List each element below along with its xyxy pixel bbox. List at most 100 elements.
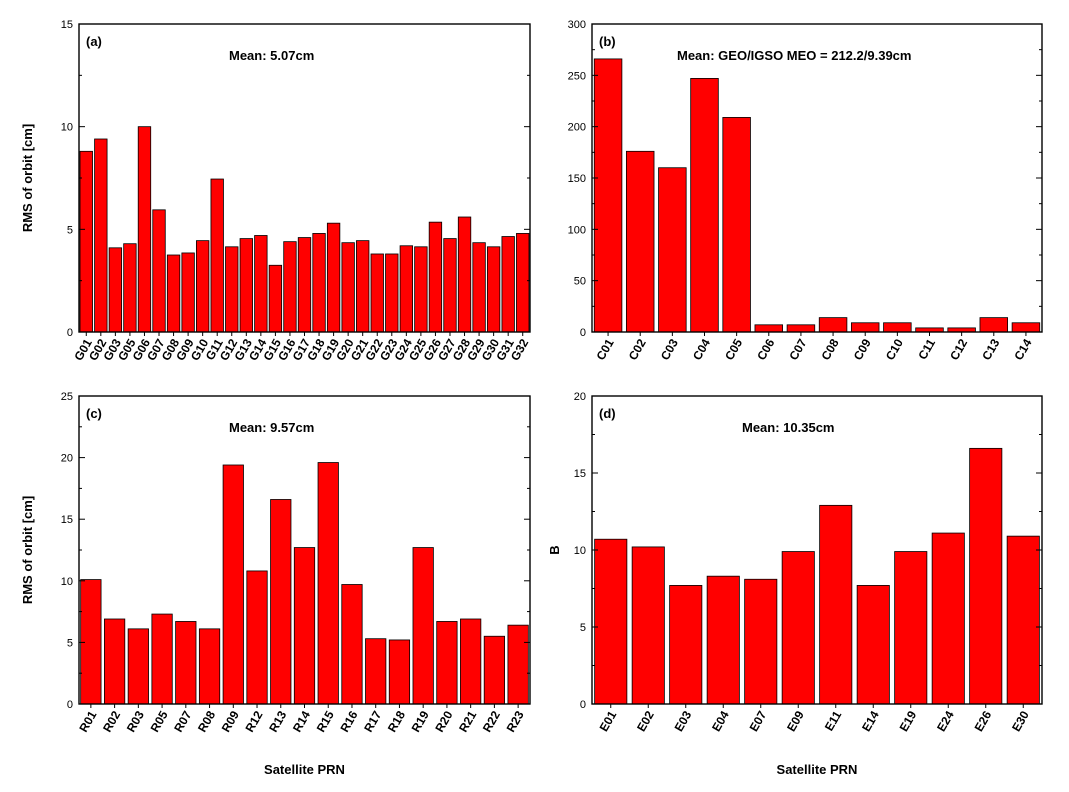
- x-tick-label-R18: R18: [385, 708, 408, 734]
- bar-G31: [501, 236, 515, 333]
- bar-R19: [412, 547, 434, 705]
- y-tick-label: 0: [67, 327, 73, 339]
- x-tick-label-C13: C13: [979, 336, 1002, 362]
- bar-R20: [436, 621, 458, 705]
- bar-R02: [104, 618, 126, 705]
- bar-G15: [268, 264, 283, 333]
- bar-G27: [443, 238, 457, 333]
- x-tick-label-R08: R08: [195, 708, 218, 734]
- bar-G06: [137, 126, 152, 333]
- bar-G21: [356, 240, 370, 333]
- x-tick-label-E19: E19: [897, 708, 920, 734]
- x-tick-label-C10: C10: [883, 336, 906, 362]
- x-tick-label-R14: R14: [290, 708, 313, 734]
- y-tick-label: 0: [580, 327, 586, 339]
- bar-R05: [151, 613, 173, 705]
- bar-G09: [181, 252, 195, 333]
- chart-title: Mean: 10.35cm: [742, 420, 835, 435]
- bar-G12: [225, 246, 239, 333]
- x-tick-label-C06: C06: [754, 336, 777, 362]
- bar-G32: [516, 233, 530, 333]
- x-tick-label-R20: R20: [432, 708, 455, 734]
- bar-C10: [883, 322, 912, 333]
- x-tick-label-R22: R22: [480, 708, 503, 734]
- x-tick-label-E26: E26: [972, 708, 995, 734]
- bar-E01: [594, 538, 628, 705]
- x-tick-label-R16: R16: [337, 708, 360, 734]
- bar-G13: [239, 238, 253, 333]
- bar-R21: [460, 618, 482, 705]
- y-tick-label: 5: [580, 622, 586, 634]
- y-tick-label: 10: [61, 122, 73, 134]
- x-tick-label-C12: C12: [947, 336, 970, 362]
- y-axis-label: RMS of orbit [cm]: [20, 124, 35, 232]
- x-tick-label-C08: C08: [819, 336, 842, 362]
- x-tick-label-R02: R02: [100, 708, 123, 734]
- x-tick-label-E01: E01: [597, 708, 620, 734]
- x-tick-label-C03: C03: [658, 336, 681, 362]
- bar-R14: [293, 547, 316, 705]
- bar-R13: [270, 499, 292, 705]
- x-tick-label-R21: R21: [456, 708, 479, 734]
- panel-label: (b): [599, 34, 616, 49]
- y-tick-label: 25: [61, 391, 73, 403]
- y-tick-label: 5: [67, 637, 73, 649]
- y-tick-label: 200: [568, 122, 586, 134]
- bar-G14: [254, 235, 268, 333]
- bar-R15: [317, 462, 339, 705]
- x-tick-label-R09: R09: [219, 708, 242, 734]
- x-tick-label-R12: R12: [242, 708, 265, 734]
- x-tick-label-E07: E07: [747, 708, 770, 734]
- x-tick-label-E02: E02: [634, 708, 657, 734]
- bar-E24: [931, 532, 965, 705]
- x-tick-label-E11: E11: [822, 708, 845, 733]
- x-tick-label-C05: C05: [722, 336, 745, 362]
- bar-R09: [222, 464, 244, 705]
- bar-G05: [123, 243, 137, 333]
- bar-E03: [669, 585, 703, 705]
- y-tick-label: 0: [67, 699, 73, 711]
- bar-R01: [80, 579, 102, 705]
- panel-label: (a): [86, 34, 102, 49]
- bar-R03: [127, 628, 149, 705]
- bar-G19: [326, 222, 341, 333]
- bar-G07: [152, 209, 166, 333]
- x-tick-label-G32: G32: [508, 336, 532, 363]
- bar-G18: [312, 233, 326, 333]
- chart-title: Mean: GEO/IGSO MEO = 212.2/9.39cm: [677, 48, 911, 63]
- y-tick-label: 50: [574, 276, 586, 288]
- bar-R07: [175, 621, 197, 705]
- x-tick-label-R19: R19: [409, 708, 432, 734]
- bar-R12: [246, 570, 268, 705]
- x-tick-label-C02: C02: [626, 336, 649, 362]
- bar-R17: [365, 638, 387, 705]
- x-tick-label-R13: R13: [266, 708, 289, 734]
- y-axis-label: RMS of orbit [cm]: [20, 496, 35, 604]
- x-tick-label-C04: C04: [690, 336, 713, 362]
- bar-C05: [722, 117, 751, 333]
- y-tick-label: 250: [568, 70, 586, 82]
- bar-C04: [690, 78, 719, 333]
- x-tick-label-E24: E24: [934, 708, 957, 734]
- y-tick-label: 5: [67, 224, 73, 236]
- bar-G24: [399, 245, 413, 333]
- bar-G17: [297, 237, 312, 333]
- bar-G30: [486, 246, 501, 333]
- y-axis-label: B: [547, 545, 562, 554]
- bar-G20: [341, 242, 355, 333]
- bar-E11: [819, 504, 853, 705]
- bar-G11: [210, 178, 224, 333]
- x-tick-label-C11: C11: [915, 336, 938, 362]
- bar-G16: [283, 241, 297, 333]
- x-tick-label-C01: C01: [594, 336, 617, 362]
- bar-R22: [483, 635, 506, 705]
- x-tick-label-R01: R01: [76, 708, 99, 734]
- bar-E30: [1006, 535, 1040, 705]
- bar-E19: [894, 551, 928, 705]
- chart-title: Mean: 5.07cm: [229, 48, 314, 63]
- x-axis-label: Satellite PRN: [264, 762, 345, 777]
- bar-C07: [786, 324, 816, 333]
- y-tick-label: 20: [61, 453, 73, 465]
- y-tick-label: 10: [61, 576, 73, 588]
